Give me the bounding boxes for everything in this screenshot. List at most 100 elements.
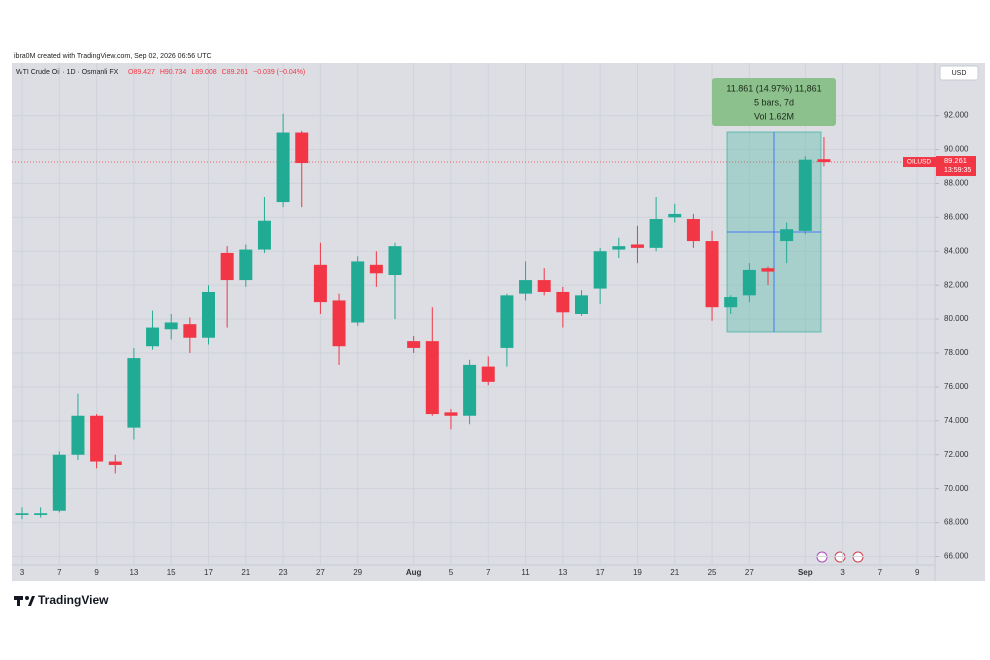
candle-body xyxy=(146,327,160,347)
measure-label-box xyxy=(712,78,836,126)
ohlc-value: L89.008 xyxy=(191,69,216,76)
x-tick-label: 3 xyxy=(20,568,25,577)
candle-body xyxy=(239,249,253,281)
price-tag-box xyxy=(936,156,976,177)
x-tick-label: 23 xyxy=(279,568,288,577)
x-tick-label: 5 xyxy=(449,568,454,577)
candle-body xyxy=(761,268,775,272)
candle-body xyxy=(817,159,831,163)
y-tick-label: 76.000 xyxy=(944,382,969,391)
x-tick-label: 9 xyxy=(94,568,99,577)
candle-body xyxy=(90,415,104,462)
x-tick-label: 7 xyxy=(57,568,62,577)
candle-body xyxy=(369,264,383,274)
x-tick-label: 7 xyxy=(878,568,883,577)
candle-body xyxy=(15,513,29,515)
x-tick-label: 9 xyxy=(915,568,920,577)
symbol-tag: OILUSD xyxy=(907,159,932,166)
x-tick-label: 27 xyxy=(745,568,754,577)
candle-body xyxy=(649,219,663,248)
x-tick-label: 7 xyxy=(486,568,491,577)
x-tick-label: 25 xyxy=(708,568,717,577)
measure-label: 11.861 (14.97%) 11,861 xyxy=(726,83,821,93)
x-tick-label: Sep xyxy=(798,568,813,577)
candle-body xyxy=(52,454,66,511)
x-tick-label: 17 xyxy=(204,568,213,577)
attribution: ibra0M created with TradingView.com, Sep… xyxy=(14,53,212,60)
candle-body xyxy=(686,219,700,242)
ohlc-value: H90.734 xyxy=(160,69,187,76)
symbol-title: WTI Crude Oil · 1D · Osmanli FX xyxy=(16,69,119,76)
y-tick-label: 88.000 xyxy=(944,179,969,188)
x-tick-label: 21 xyxy=(241,568,250,577)
countdown: 13:59:35 xyxy=(944,167,971,174)
x-tick-label: 19 xyxy=(633,568,642,577)
currency[interactable]: USD xyxy=(952,70,967,77)
candle-body xyxy=(351,261,365,323)
candle-body xyxy=(463,364,477,416)
y-tick-label: 90.000 xyxy=(944,145,969,154)
measure-label: Vol 1.62M xyxy=(754,111,794,121)
x-tick-label: Aug xyxy=(406,568,422,577)
candle-body xyxy=(519,280,533,294)
y-tick-label: 80.000 xyxy=(944,314,969,323)
candle-body xyxy=(444,412,458,416)
candle-body xyxy=(742,269,756,296)
y-tick-label: 84.000 xyxy=(944,246,969,255)
y-tick-label: 74.000 xyxy=(944,416,969,425)
candle-body xyxy=(164,322,178,330)
candle-body xyxy=(257,220,271,250)
y-tick-label: 72.000 xyxy=(944,450,969,459)
y-tick-label: 82.000 xyxy=(944,280,969,289)
x-tick-label: 13 xyxy=(558,568,567,577)
y-tick-label: 78.000 xyxy=(944,348,969,357)
ohlc-value: O89.427 xyxy=(128,69,155,76)
x-tick-label: 13 xyxy=(129,568,138,577)
price-tag: 89.261 xyxy=(944,156,967,165)
y-tick-label: 92.000 xyxy=(944,111,969,120)
candle-body xyxy=(220,252,234,281)
candle-body xyxy=(780,229,794,242)
candle-body xyxy=(313,264,327,303)
candle-body xyxy=(407,341,421,348)
candle-body xyxy=(630,244,644,248)
candle-body xyxy=(537,280,551,292)
y-tick-label: 86.000 xyxy=(944,212,969,221)
brand: TradingView xyxy=(38,593,109,607)
candle-body xyxy=(705,241,719,308)
y-tick-label: 70.000 xyxy=(944,484,969,493)
x-tick-label: 15 xyxy=(167,568,176,577)
candle-body xyxy=(668,213,682,218)
x-tick-label: 3 xyxy=(840,568,845,577)
x-tick-label: 11 xyxy=(521,568,530,577)
candle-body xyxy=(71,415,85,455)
candle-body xyxy=(388,246,402,275)
candle-body xyxy=(575,295,588,314)
chart-panel xyxy=(12,63,985,581)
measure-label: 5 bars, 7d xyxy=(754,97,794,107)
candle-body xyxy=(593,251,607,289)
y-tick-label: 66.000 xyxy=(944,552,969,561)
candle-body xyxy=(500,295,514,348)
candle-body xyxy=(295,132,309,164)
x-tick-label: 27 xyxy=(316,568,325,577)
candle-body xyxy=(425,341,439,415)
candle-body xyxy=(183,324,197,338)
candle-body xyxy=(202,291,215,338)
candle-body xyxy=(276,132,290,203)
candle-body xyxy=(481,366,495,382)
x-tick-label: 21 xyxy=(670,568,679,577)
x-tick-label: 29 xyxy=(353,568,362,577)
ohlc-value: C89.261 xyxy=(222,69,249,76)
x-tick-label: 17 xyxy=(596,568,605,577)
candle-body xyxy=(612,246,626,250)
symbol-tag-box xyxy=(903,157,936,168)
candle-body xyxy=(127,358,141,428)
ohlc-value: −0.039 (−0.04%) xyxy=(253,69,305,76)
candle-body xyxy=(724,297,738,308)
candle-body xyxy=(108,461,122,465)
currency-button[interactable] xyxy=(939,65,979,81)
candle-body xyxy=(34,513,48,515)
